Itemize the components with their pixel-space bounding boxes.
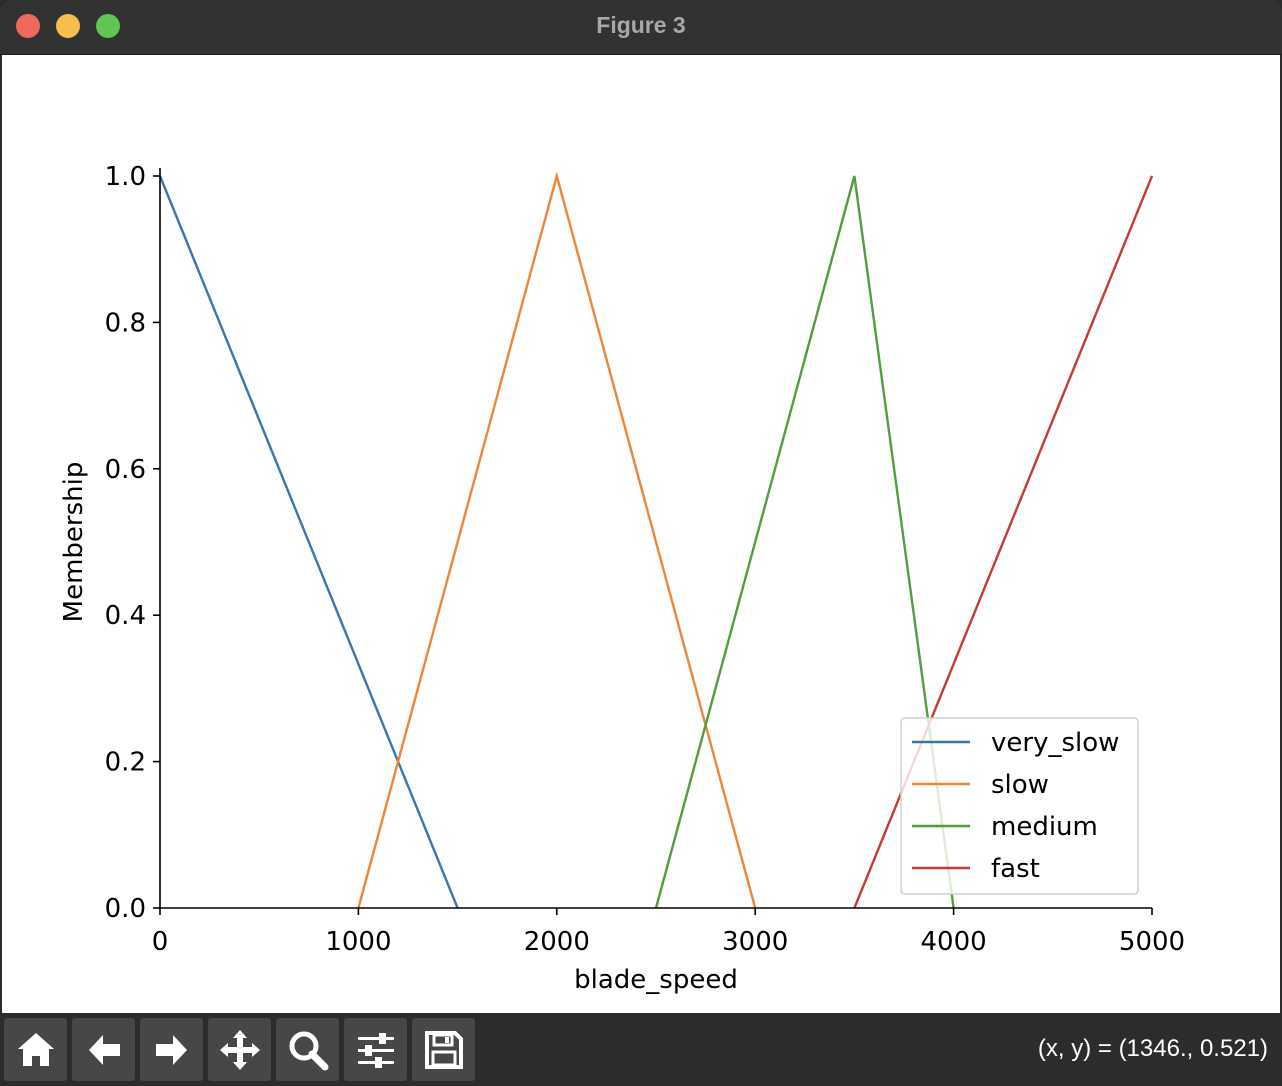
x-tick-label: 4000 xyxy=(921,927,987,957)
figure-canvas[interactable]: 0 1000 2000 3000 4000 5000 0.0 0.2 0.4 0.6 0.8 1.0 b… xyxy=(2,55,1280,1013)
membership-plot[interactable]: 0 1000 2000 3000 4000 5000 0.0 0.2 0.4 0.6 0.8 1.0 b… xyxy=(2,55,1280,1013)
navigation-toolbar: (x, y) = (1346., 0.521) xyxy=(0,1013,1282,1086)
window-title: Figure 3 xyxy=(596,12,686,38)
y-tick-label: 1.0 xyxy=(105,162,146,192)
y-tick-label: 0.8 xyxy=(105,308,146,338)
configure-button[interactable] xyxy=(344,1018,407,1081)
series-line-medium xyxy=(654,175,955,909)
close-button[interactable] xyxy=(16,14,40,38)
series-line-very-slow xyxy=(158,175,459,909)
save-button[interactable] xyxy=(412,1018,475,1081)
pan-button[interactable] xyxy=(208,1018,271,1081)
legend-label-medium: medium xyxy=(991,812,1098,842)
search-icon xyxy=(289,1031,328,1070)
legend-box xyxy=(900,717,1139,895)
maximize-button[interactable] xyxy=(96,14,120,38)
legend-label-slow: slow xyxy=(991,770,1049,800)
back-button[interactable] xyxy=(72,1018,135,1081)
x-axis-label: blade_speed xyxy=(574,965,738,995)
save-icon xyxy=(424,1030,463,1069)
x-tick-label: 3000 xyxy=(722,927,788,957)
y-axis-label: Membership xyxy=(59,462,89,623)
legend-label-very-slow: very_slow xyxy=(991,728,1119,758)
forward-button[interactable] xyxy=(140,1018,203,1081)
x-tick-label: 1000 xyxy=(325,927,391,957)
arrow-left-icon xyxy=(88,1034,120,1065)
y-tick-label: 0.6 xyxy=(105,455,146,485)
home-button[interactable] xyxy=(4,1018,67,1081)
title-bar: Figure 3 xyxy=(0,0,1282,55)
cursor-coordinates: (x, y) = (1346., 0.521) xyxy=(1037,1035,1268,1062)
y-tick-label: 0.0 xyxy=(105,894,146,924)
sliders-icon xyxy=(357,1032,394,1068)
legend-label-fast: fast xyxy=(991,854,1040,884)
arrow-right-icon xyxy=(155,1034,187,1065)
y-tick-label: 0.4 xyxy=(105,601,146,631)
zoom-button[interactable] xyxy=(276,1018,339,1081)
x-tick-label: 0 xyxy=(152,927,169,957)
series-line-slow xyxy=(357,171,757,909)
y-tick-label: 0.2 xyxy=(105,748,146,778)
x-tick-label: 5000 xyxy=(1119,927,1185,957)
home-icon xyxy=(17,1032,54,1066)
minimize-button[interactable] xyxy=(56,14,80,38)
x-tick-label: 2000 xyxy=(524,927,590,957)
move-icon xyxy=(219,1029,260,1070)
